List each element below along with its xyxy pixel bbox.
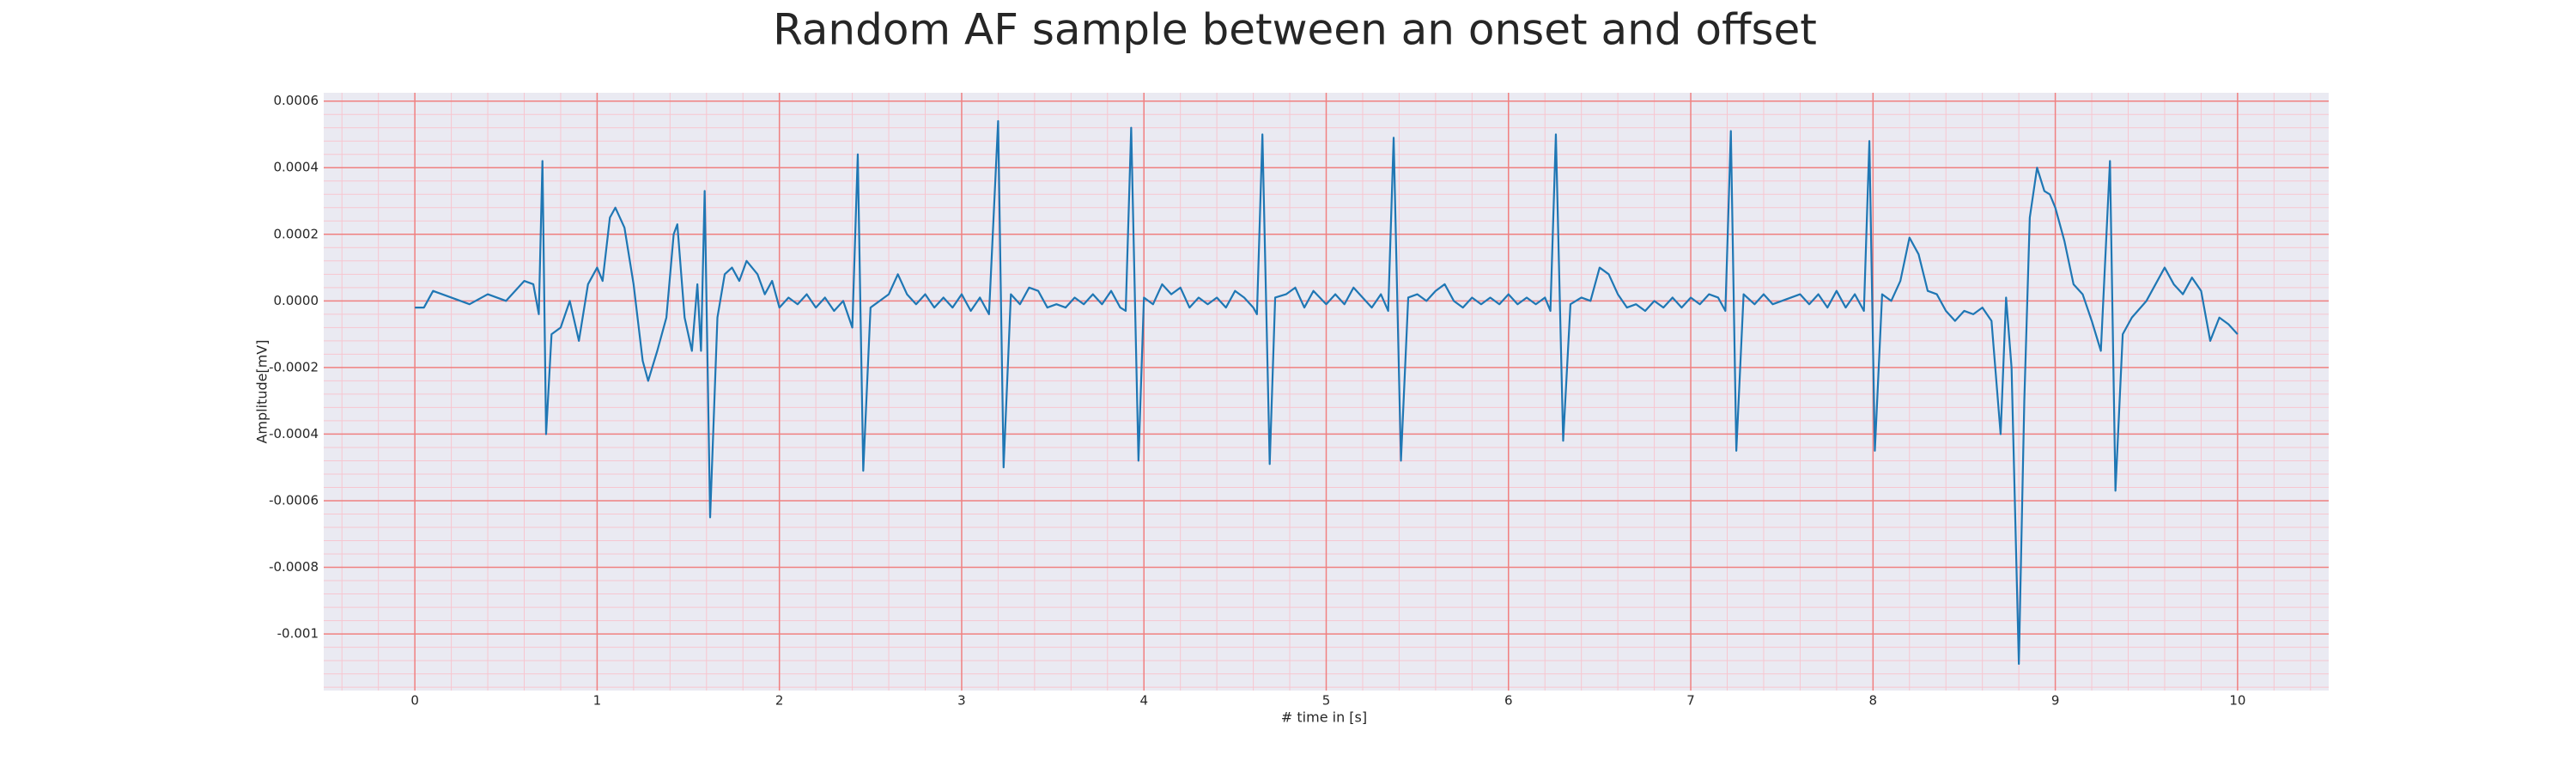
y-tick-label: 0.0000 [274,293,319,308]
chart-title: Random AF sample between an onset and of… [773,5,1817,55]
x-tick-label: 3 [957,693,966,709]
y-tick-label: -0.0008 [269,559,319,575]
x-axis-label: # time in [s] [1281,709,1367,726]
y-tick-label: -0.0002 [269,359,319,374]
x-tick-label: 5 [1322,693,1331,709]
x-tick-label: 4 [1139,693,1148,709]
x-tick-label: 0 [410,693,419,709]
x-tick-label: 10 [2229,693,2245,709]
x-tick-label: 8 [1869,693,1878,709]
x-tick-label: 7 [1686,693,1695,709]
x-tick-label: 2 [775,693,784,709]
y-tick-label: 0.0006 [274,93,319,108]
x-tick-label: 1 [593,693,602,709]
y-tick-label: 0.0004 [274,160,319,175]
y-tick-label: -0.0006 [269,492,319,508]
y-tick-label: -0.0004 [269,426,319,441]
x-tick-label: 6 [1504,693,1513,709]
ecg-line [415,119,2239,666]
x-tick-label: 9 [2051,693,2060,709]
y-axis-label: Amplitude[mV] [254,339,270,443]
y-tick-label: -0.001 [277,626,319,642]
y-tick-label: 0.0002 [274,226,319,241]
